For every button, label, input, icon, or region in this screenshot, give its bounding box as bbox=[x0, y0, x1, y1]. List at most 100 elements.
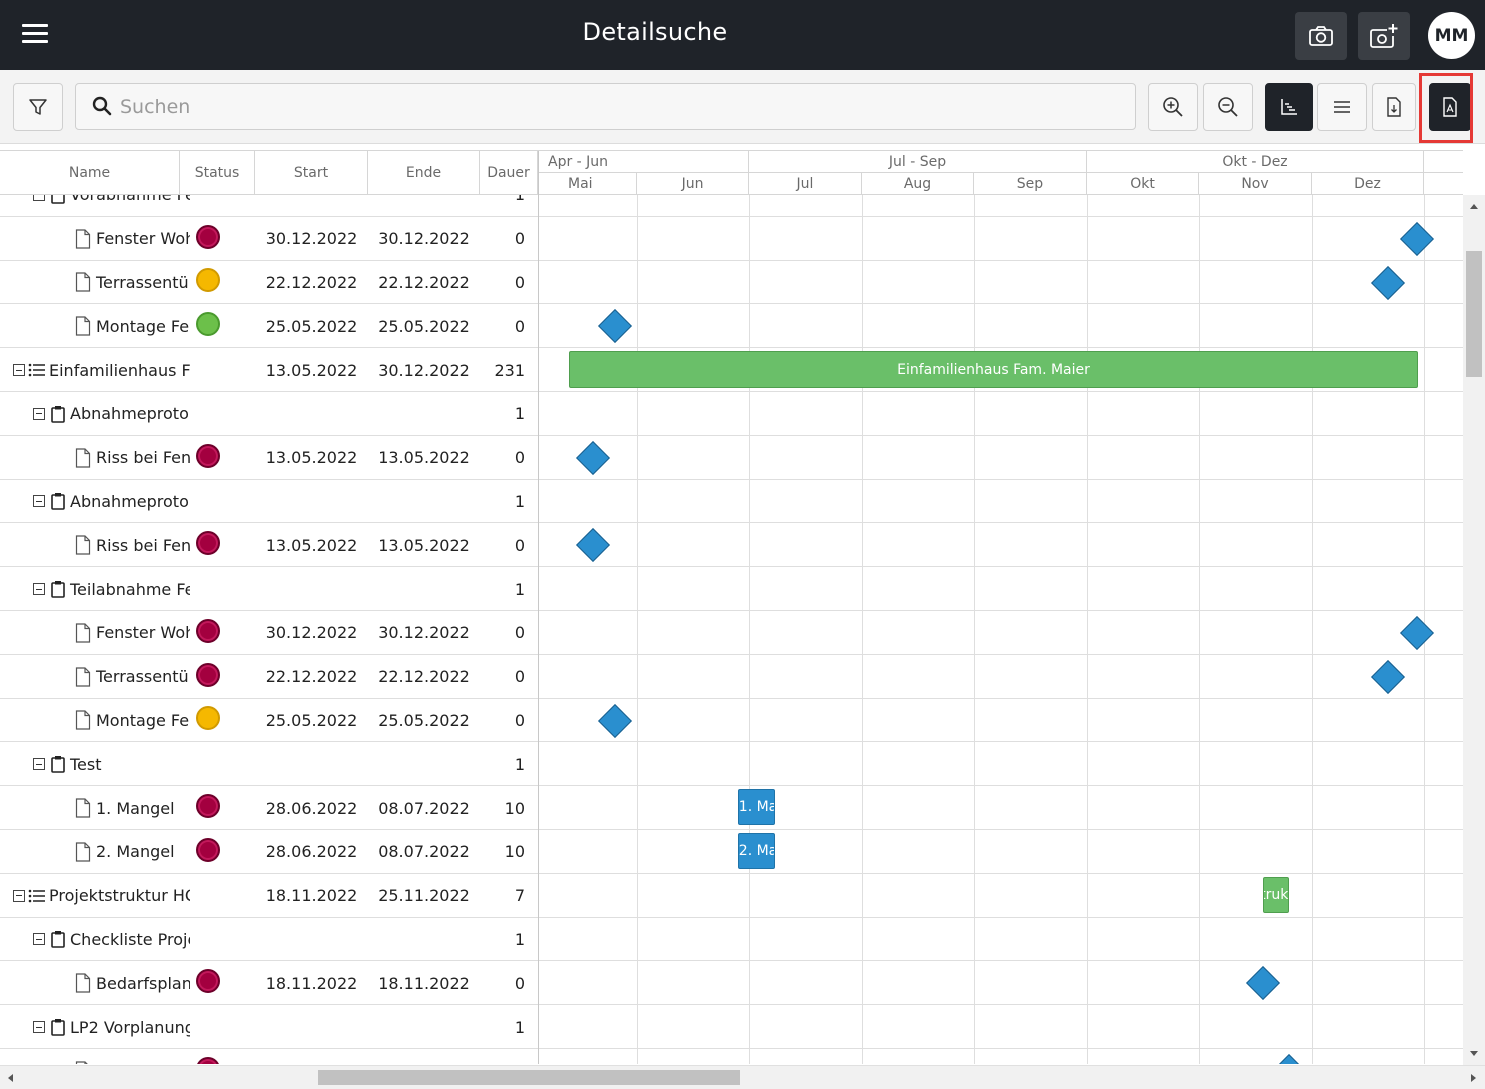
row-end bbox=[368, 392, 480, 436]
zoom-out-button[interactable] bbox=[1203, 83, 1253, 131]
row-name-cell[interactable]: Fenster Wohnzimmer bbox=[75, 217, 190, 261]
table-row[interactable]: 2. Mangel 28.06.2022 08.07.2022 10 bbox=[0, 830, 538, 874]
list-view-button[interactable] bbox=[1317, 83, 1367, 131]
milestone-diamond[interactable] bbox=[575, 528, 610, 563]
collapse-toggle-icon[interactable] bbox=[13, 364, 25, 377]
table-row[interactable]: Vorabnahme Fe 1 bbox=[0, 195, 538, 217]
scroll-up-icon bbox=[1470, 204, 1478, 209]
row-name-cell[interactable]: Vorabnahme Fe bbox=[33, 195, 190, 217]
row-name-cell[interactable]: Riss bei Fenster bbox=[75, 436, 190, 480]
row-name-cell[interactable]: 2. Mangel bbox=[75, 830, 190, 874]
row-name: Teilabnahme Fenster bbox=[70, 579, 190, 599]
row-start: 30.12.2022 bbox=[265, 229, 358, 249]
row-name-cell[interactable]: Abnahmeprotokoll bbox=[33, 392, 190, 436]
collapse-toggle-icon[interactable] bbox=[33, 758, 45, 771]
row-name-cell[interactable]: Riss bei Fenster bbox=[75, 523, 190, 567]
row-start: 28.06.2022 bbox=[265, 798, 358, 818]
collapse-toggle-icon[interactable] bbox=[33, 933, 45, 946]
milestone-diamond[interactable] bbox=[1370, 659, 1405, 694]
table-row[interactable]: Abnahmeprotokoll 1 bbox=[0, 392, 538, 436]
collapse-toggle-icon[interactable] bbox=[33, 583, 45, 596]
table-row[interactable]: Terrassentür 22.12.2022 22.12.2022 0 bbox=[0, 261, 538, 305]
table-row[interactable]: Checkliste Projekt 1 bbox=[0, 918, 538, 962]
camera-button[interactable] bbox=[1295, 12, 1347, 60]
table-row[interactable]: 1. Mangel 28.06.2022 08.07.2022 10 bbox=[0, 786, 538, 830]
user-avatar[interactable]: MM bbox=[1428, 12, 1475, 59]
document-icon bbox=[75, 448, 91, 468]
milestone-diamond[interactable] bbox=[1272, 1053, 1307, 1064]
collapse-toggle-icon[interactable] bbox=[13, 889, 25, 902]
pdf-export-button[interactable] bbox=[1429, 83, 1471, 131]
status-red-icon bbox=[196, 531, 220, 556]
search-input[interactable] bbox=[120, 90, 1120, 124]
table-row[interactable]: Montage Fenster 25.05.2022 25.05.2022 0 bbox=[0, 304, 538, 348]
column-header-duration[interactable]: Dauer bbox=[480, 151, 538, 194]
milestone-diamond[interactable] bbox=[575, 440, 610, 475]
row-end: 08.07.2022 bbox=[378, 842, 470, 862]
row-name-cell[interactable]: Fenster Wohnzimmer bbox=[75, 611, 190, 655]
table-row[interactable]: Bedarfsplanung 18.11.2022 18.11.2022 0 bbox=[0, 961, 538, 1005]
table-row[interactable]: Riss bei Fenster 13.05.2022 13.05.2022 0 bbox=[0, 436, 538, 480]
row-name-cell[interactable]: Checkliste Projekt bbox=[33, 918, 190, 962]
table-row[interactable]: Test 1 bbox=[0, 742, 538, 786]
row-name-cell[interactable]: Terrassentür bbox=[75, 261, 190, 305]
hamburger-menu-icon[interactable] bbox=[22, 24, 48, 46]
filter-button[interactable] bbox=[13, 83, 63, 131]
gantt-bar[interactable]: 1. Mangel bbox=[737, 789, 775, 826]
gantt-view-button[interactable] bbox=[1265, 83, 1313, 131]
row-name-cell[interactable]: Montage Fenster bbox=[75, 699, 190, 743]
column-header-end[interactable]: Ende bbox=[368, 151, 480, 194]
vertical-scrollbar[interactable] bbox=[1463, 195, 1485, 1065]
gantt-bar[interactable]: 2. Mangel bbox=[737, 833, 775, 869]
row-name-cell[interactable]: Projektstruktur HOAI bbox=[13, 874, 190, 918]
table-row[interactable]: Einfamilienhaus Fam. Maier 13.05.2022 30.1… bbox=[0, 348, 538, 392]
milestone-diamond[interactable] bbox=[597, 703, 632, 738]
table-row[interactable]: Montage Fenster 25.05.2022 25.05.2022 0 bbox=[0, 699, 538, 743]
row-divider bbox=[0, 1004, 1463, 1006]
row-start: 22.12.2022 bbox=[265, 272, 358, 292]
row-name-cell[interactable]: LP2 Vorplanung bbox=[33, 1005, 190, 1049]
row-name-cell[interactable]: Test bbox=[33, 742, 190, 786]
column-header-status[interactable]: Status bbox=[180, 151, 255, 194]
table-row[interactable]: Fenster Wohnzimmer 30.12.2022 30.12.2022 0 bbox=[0, 217, 538, 261]
row-name-cell[interactable]: Einfamilienhaus Fam. Maier bbox=[13, 348, 190, 392]
table-row[interactable]: Abnahmeprotokoll 1 bbox=[0, 480, 538, 524]
add-photo-button[interactable] bbox=[1358, 12, 1410, 60]
status-yellow-icon bbox=[196, 268, 220, 293]
horizontal-scroll-thumb[interactable] bbox=[318, 1070, 740, 1085]
table-row[interactable]: Projektstruktur HOAI 18.11.2022 25.11.2022… bbox=[0, 874, 538, 918]
collapse-toggle-icon[interactable] bbox=[33, 407, 45, 420]
row-duration: 0 bbox=[514, 448, 525, 468]
gantt-bar[interactable]: Einfamilienhaus Fam. Maier bbox=[569, 351, 1418, 389]
table-row[interactable]: LP2 Vorplanung 1 bbox=[0, 1005, 538, 1049]
row-name-cell[interactable]: Teilabnahme Fenster bbox=[33, 567, 190, 611]
row-name-cell[interactable]: Terrassentür bbox=[75, 655, 190, 699]
export-file-button[interactable] bbox=[1372, 83, 1416, 131]
gantt-bar[interactable]: Projektstruktur HOAI bbox=[1263, 876, 1290, 913]
column-header-start[interactable]: Start bbox=[255, 151, 368, 194]
vertical-scroll-thumb[interactable] bbox=[1466, 251, 1482, 377]
column-header-name[interactable]: Name bbox=[0, 151, 180, 194]
row-name-cell[interactable]: Bedarfsplanung bbox=[75, 961, 190, 1005]
zoom-in-button[interactable] bbox=[1148, 83, 1198, 131]
grid-splitter[interactable] bbox=[538, 151, 539, 1064]
milestone-diamond[interactable] bbox=[597, 309, 632, 344]
milestone-diamond[interactable] bbox=[1246, 966, 1281, 1001]
collapse-toggle-icon[interactable] bbox=[33, 195, 45, 201]
horizontal-scrollbar[interactable] bbox=[0, 1065, 1485, 1089]
row-name-cell[interactable]: Abnahmeprotokoll bbox=[33, 480, 190, 524]
collapse-toggle-icon[interactable] bbox=[33, 495, 45, 508]
milestone-diamond[interactable] bbox=[1370, 265, 1405, 300]
table-row[interactable]: Riss bei Fenster 13.05.2022 13.05.2022 0 bbox=[0, 523, 538, 567]
row-name-cell[interactable]: 1. Mangel bbox=[75, 786, 190, 830]
table-row[interactable]: Fenster Wohnzimmer 30.12.2022 30.12.2022 0 bbox=[0, 611, 538, 655]
row-name-cell[interactable]: Montage Fenster bbox=[75, 304, 190, 348]
collapse-toggle-icon[interactable] bbox=[33, 1021, 45, 1034]
table-row[interactable]: Teilabnahme Fenster 1 bbox=[0, 567, 538, 611]
table-row[interactable]: Terrassentür 22.12.2022 22.12.2022 0 bbox=[0, 655, 538, 699]
milestone-diamond[interactable] bbox=[1399, 615, 1434, 650]
milestone-diamond[interactable] bbox=[1399, 221, 1434, 256]
row-name-cell[interactable]: Planungskonzept bbox=[75, 1049, 190, 1064]
document-icon bbox=[75, 229, 91, 249]
